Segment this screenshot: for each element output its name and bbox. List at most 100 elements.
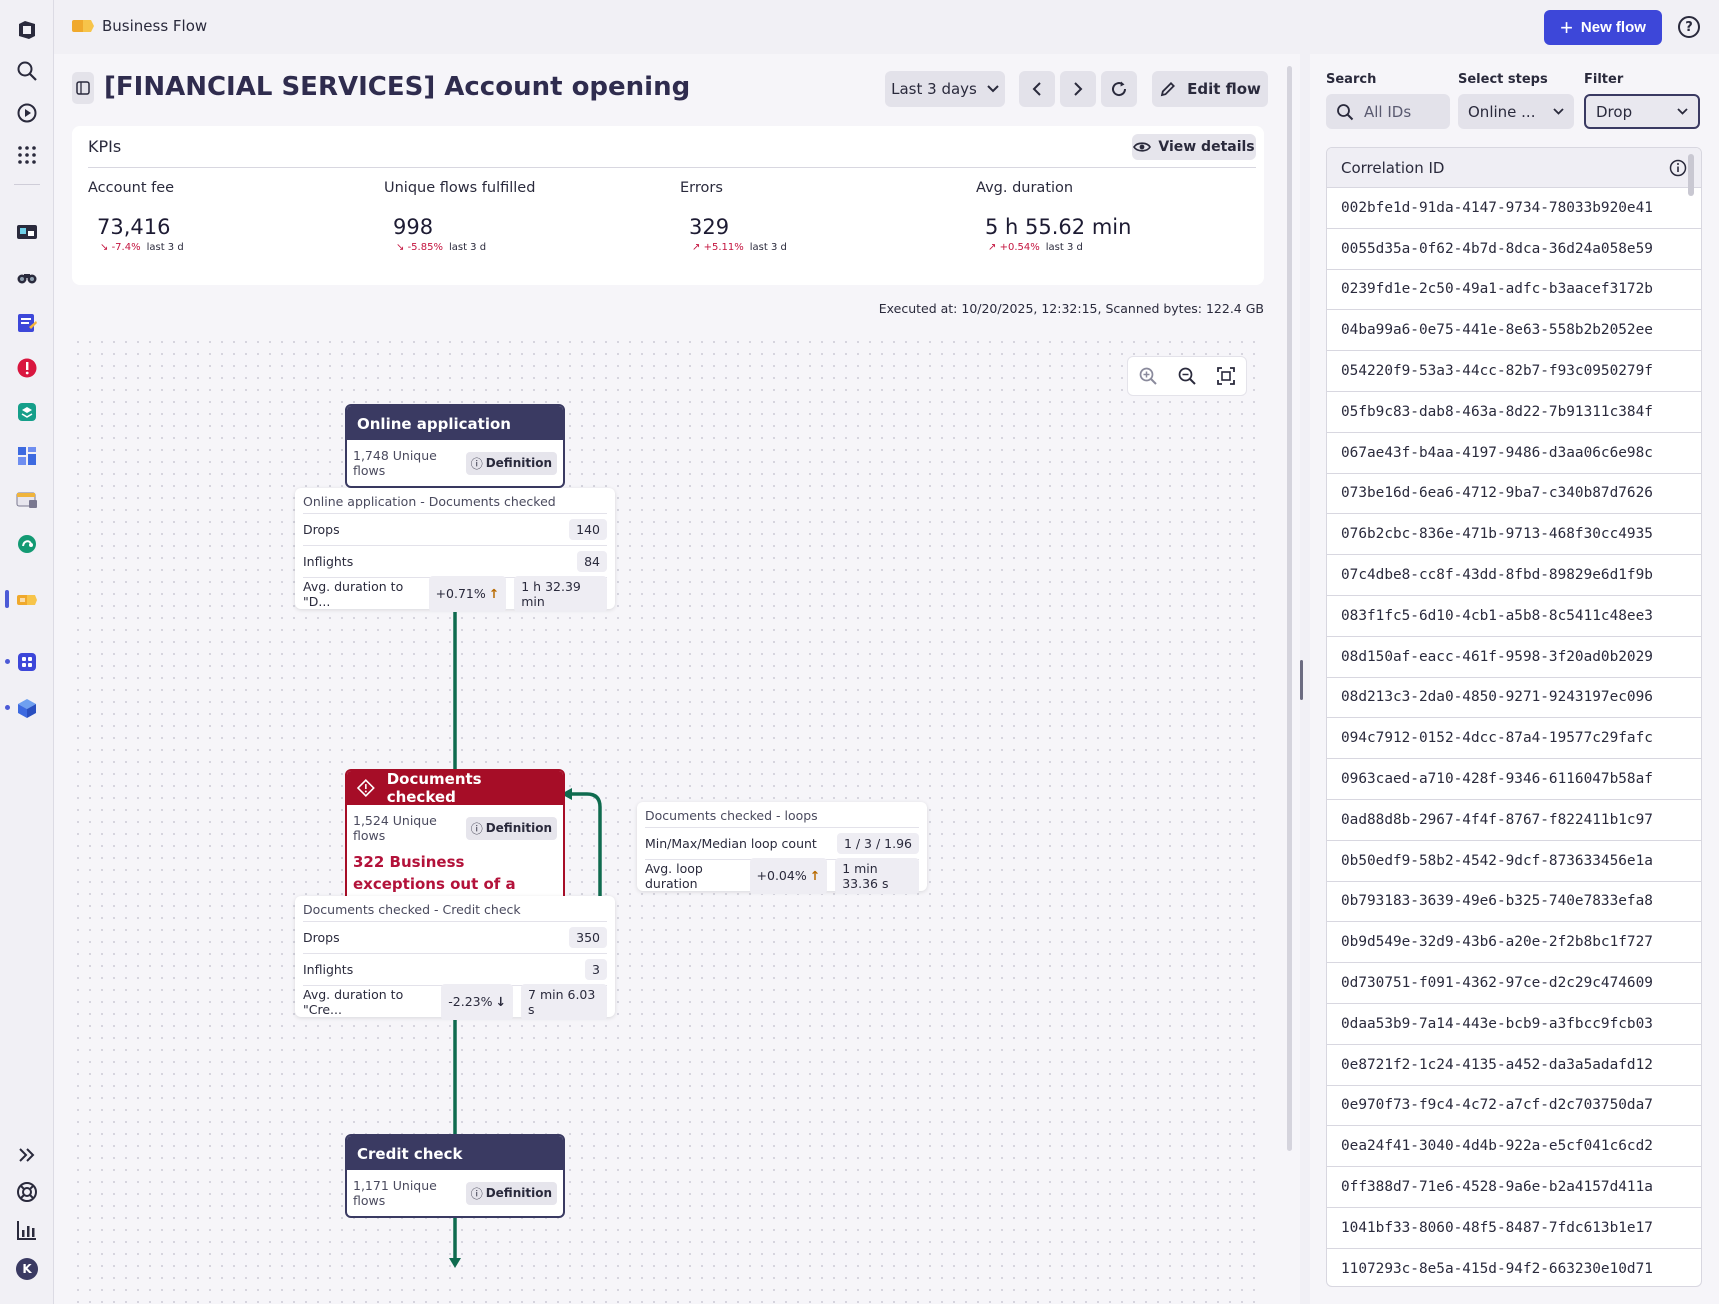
table-row[interactable]: 094c7912-0152-4dcc-87a4-19577c29fafc	[1327, 718, 1701, 760]
edge-drops-row: Drops 350	[303, 921, 607, 953]
search-icon[interactable]	[12, 56, 42, 86]
main-scrollbar[interactable]	[1287, 66, 1292, 1151]
panel-resize-handle[interactable]	[1300, 660, 1303, 700]
web-app-icon[interactable]	[12, 485, 42, 515]
flow-canvas[interactable]: Online application 1,748 Unique flows ⓘ D…	[72, 336, 1264, 1304]
edit-flow-button[interactable]: Edit flow	[1152, 71, 1268, 107]
correlation-id-table: Correlation ID 002bfe1d-91da-4147-9734-7…	[1326, 147, 1702, 1287]
search-input[interactable]: All IDs	[1326, 94, 1450, 129]
table-row[interactable]: 0daa53b9-7a14-443e-bcb9-a3fbcc9fcb03	[1327, 1004, 1701, 1045]
problems-app-icon[interactable]	[12, 353, 42, 383]
table-row[interactable]: 083f1fc5-6d10-4cb1-a5b8-8c5411c48ee3	[1327, 596, 1701, 637]
dashboards-app-icon[interactable]	[12, 441, 42, 471]
user-avatar[interactable]: K	[12, 1254, 42, 1284]
select-steps-dropdown[interactable]: Online ...	[1458, 94, 1574, 129]
table-row[interactable]: 0e970f73-f9c4-4c72-a7cf-d2c703750da7	[1327, 1086, 1701, 1127]
collapse-sidebar-icon[interactable]	[72, 72, 94, 104]
table-row[interactable]: 054220f9-53a3-44cc-82b7-f93c0950279f	[1327, 351, 1701, 392]
business-flow-app-icon[interactable]	[12, 585, 42, 615]
table-row[interactable]: 0963caed-a710-428f-9346-6116047b58af	[1327, 759, 1701, 800]
binoculars-app-icon[interactable]	[12, 262, 42, 292]
table-row[interactable]: 0e8721f2-1c24-4135-a452-da3a5adafd12	[1327, 1045, 1701, 1086]
edge-card-online-to-documents[interactable]: Online application - Documents checked D…	[295, 488, 615, 612]
help-icon[interactable]: ?	[1678, 16, 1700, 38]
select-steps-label: Select steps	[1458, 72, 1548, 87]
table-row[interactable]: 002bfe1d-91da-4147-9734-78033b920e41	[1327, 188, 1701, 229]
table-row[interactable]: 0b50edf9-58b2-4542-9dcf-873633456e1a	[1327, 841, 1701, 882]
view-details-button[interactable]: View details	[1132, 134, 1256, 160]
infrastructure-app-icon[interactable]	[12, 218, 42, 248]
avg-duration-value: 1 h 32.39 min	[514, 575, 607, 612]
loops-card[interactable]: Documents checked - loops Min/Max/Median…	[637, 802, 927, 894]
help-glyph: ?	[1685, 19, 1693, 35]
kpi-divider	[88, 167, 1256, 168]
table-row[interactable]: 08d150af-eacc-461f-9598-3f20ad0b2029	[1327, 637, 1701, 678]
trend-down-icon: ↘	[396, 242, 405, 253]
table-row[interactable]: 0055d35a-0f62-4b7d-8dca-36d24a058e59	[1327, 229, 1701, 270]
column-header-correlation-id[interactable]: Correlation ID	[1341, 158, 1445, 177]
definition-button[interactable]: ⓘ Definition	[465, 1181, 557, 1205]
table-row[interactable]: 07c4dbe8-cc8f-43dd-8fbd-89829e6d1f9b	[1327, 555, 1701, 596]
zoom-out-icon[interactable]	[1177, 366, 1197, 386]
view-details-label: View details	[1158, 139, 1255, 155]
kpi-errors: Errors 329 ↗ +5.11% last 3 d	[680, 180, 970, 253]
page-title: [FINANCIAL SERVICES] Account opening	[104, 72, 691, 102]
definition-button[interactable]: ⓘ Definition	[465, 816, 557, 840]
table-row[interactable]: 08d213c3-2da0-4850-9271-9243197ec096	[1327, 678, 1701, 719]
kpi-delta: +5.11%	[703, 242, 744, 253]
usage-chart-icon[interactable]	[12, 1215, 42, 1245]
table-row[interactable]: 0ea24f41-3040-4d4b-922a-e5cf041c6cd2	[1327, 1126, 1701, 1168]
hub-app-icon[interactable]	[12, 647, 42, 677]
timeframe-value: Last 3 days	[891, 80, 977, 98]
table-row[interactable]: 067ae43f-b4aa-4197-9486-d3aa06c6e98c	[1327, 433, 1701, 474]
table-row[interactable]: 05fb9c83-dab8-463a-8d22-7b91311c384f	[1327, 392, 1701, 433]
table-row[interactable]: 04ba99a6-0e75-441e-8e63-558b2b2052ee	[1327, 310, 1701, 352]
fit-to-screen-icon[interactable]	[1216, 366, 1236, 386]
active-app-indicator	[5, 590, 9, 608]
user-avatar-initial: K	[16, 1258, 38, 1280]
play-circle-icon[interactable]	[12, 98, 42, 128]
zoom-in-icon[interactable]	[1138, 366, 1158, 386]
cube-app-icon[interactable]	[12, 693, 42, 723]
table-row[interactable]: 0239fd1e-2c50-49a1-adfc-b3aacef3172b	[1327, 270, 1701, 311]
node-unique-flows: 1,524 Unique flows	[353, 813, 437, 843]
dynatrace-logo-icon[interactable]	[12, 15, 42, 45]
node-title: Online application	[347, 406, 563, 440]
flow-node-credit-check[interactable]: Credit check 1,171 Unique flows ⓘ Definit…	[345, 1134, 565, 1218]
next-timeframe-button[interactable]	[1060, 71, 1096, 107]
table-row[interactable]: 073be16d-6ea6-4712-9ba7-c340b87d7626	[1327, 474, 1701, 515]
table-scrollbar[interactable]	[1688, 154, 1694, 196]
expand-rail-icon[interactable]	[12, 1140, 42, 1170]
drops-label: Drops	[303, 522, 340, 537]
table-row[interactable]: 1041bf33-8060-48f5-8487-7fdc613b1e17	[1327, 1208, 1701, 1249]
node-body: 1,524 Unique flows ⓘ Definition	[347, 805, 563, 851]
timeframe-select[interactable]: Last 3 days	[885, 71, 1005, 107]
flow-main-panel: [FINANCIAL SERVICES] Account opening Las…	[54, 54, 1300, 1304]
arrow-up-icon: ↑	[488, 586, 500, 601]
edge-card-documents-to-credit[interactable]: Documents checked - Credit check Drops 35…	[295, 896, 615, 1020]
definition-button[interactable]: ⓘ Definition	[465, 451, 557, 475]
table-row[interactable]: 0b9d549e-32d9-43b6-a20e-2f2b8bc1f727	[1327, 922, 1701, 964]
business-flow-app-icon	[72, 20, 94, 32]
table-row[interactable]: 0ff388d7-71e6-4528-9a6e-b2a4157d411a	[1327, 1167, 1701, 1208]
table-row[interactable]: 0d730751-f091-4362-97ce-d2c29c474609	[1327, 963, 1701, 1004]
table-row[interactable]: 0b793183-3639-49e6-b325-740e7833efa8	[1327, 882, 1701, 923]
search-icon	[1337, 103, 1354, 120]
table-row[interactable]: 1107293c-8e5a-415d-94f2-663230e10d71	[1327, 1249, 1701, 1286]
notebook-app-icon[interactable]	[12, 308, 42, 338]
previous-timeframe-button[interactable]	[1019, 71, 1055, 107]
refresh-button[interactable]	[1101, 71, 1137, 107]
avg-duration-label: Avg. duration to "D...	[303, 578, 404, 609]
services-app-icon[interactable]	[12, 529, 42, 559]
apps-grid-icon[interactable]	[12, 140, 42, 170]
table-row[interactable]: 076b2cbc-836e-471b-9713-468f30cc4935	[1327, 514, 1701, 556]
support-lifebuoy-icon[interactable]	[12, 1177, 42, 1207]
filter-dropdown[interactable]: Drop	[1584, 94, 1700, 129]
select-steps-value: Online ...	[1468, 102, 1536, 121]
kpi-value: 329	[689, 215, 730, 239]
new-flow-button[interactable]: + New flow	[1544, 10, 1662, 45]
logs-app-icon[interactable]	[12, 397, 42, 427]
info-icon[interactable]	[1669, 159, 1687, 177]
table-row[interactable]: 0ad88d8b-2967-4f4f-8767-f822411b1c97	[1327, 800, 1701, 841]
flow-node-online-application[interactable]: Online application 1,748 Unique flows ⓘ D…	[345, 404, 565, 488]
